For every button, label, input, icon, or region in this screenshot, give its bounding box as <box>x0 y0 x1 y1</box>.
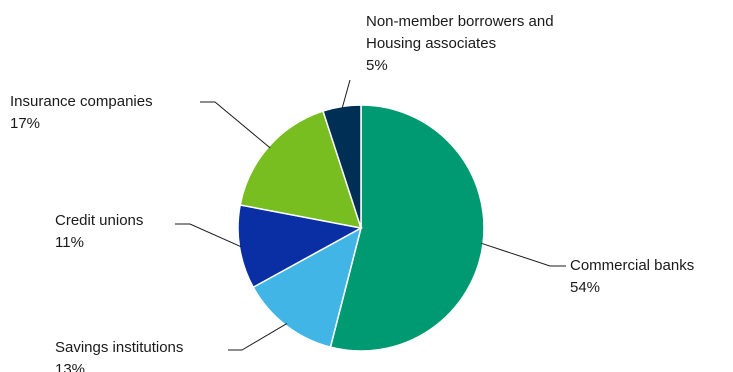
slice-label: Credit unions <box>55 212 143 229</box>
label-non-member-borrowers: Non-member borrowers and Housing associa… <box>366 13 554 74</box>
slice-label: Savings institutions <box>55 339 183 356</box>
slice-value-label: 54% <box>570 279 600 296</box>
leader-credit-unions <box>175 223 242 248</box>
slice-label-line-2: Housing associates <box>366 35 496 52</box>
slice-value-label: 17% <box>10 115 40 132</box>
leader-non-member-borrowers <box>341 79 351 109</box>
pie-slices <box>237 104 485 352</box>
leader-commercial-banks <box>480 242 566 267</box>
slice-savings-institutions <box>252 226 363 349</box>
label-commercial-banks: Commercial banks 54% <box>570 257 694 296</box>
label-credit-unions: Credit unions 11% <box>55 212 143 251</box>
slice-label-line-1: Non-member borrowers and <box>366 13 554 30</box>
leader-savings-institutions <box>228 323 288 351</box>
slice-value-label: 5% <box>366 57 388 74</box>
slice-value-label: 13% <box>55 361 85 372</box>
leader-insurance-companies <box>200 101 271 149</box>
slice-value-label: 11% <box>55 234 84 251</box>
leader-lines <box>175 79 566 351</box>
slice-label: Commercial banks <box>570 257 694 274</box>
slice-credit-unions <box>237 204 364 289</box>
label-savings-institutions: Savings institutions 13% <box>55 339 183 372</box>
slice-non-member-borrowers <box>322 104 362 229</box>
label-insurance-companies: Insurance companies 17% <box>10 93 153 132</box>
slice-label: Insurance companies <box>10 93 153 110</box>
